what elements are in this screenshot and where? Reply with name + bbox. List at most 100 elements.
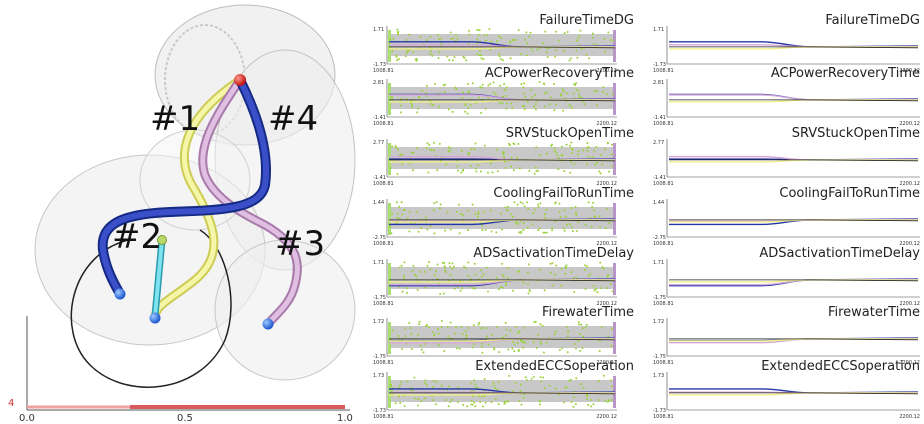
- scatter-point: [504, 88, 507, 91]
- scatter-point: [471, 203, 474, 206]
- scatter-point: [399, 111, 402, 114]
- scatter-point: [436, 277, 439, 280]
- 3d-topology-view[interactable]: #1 #2 #3 #4 4 0.0 0.5 1.0: [0, 0, 360, 424]
- panel-title: CoolingFailToRunTime: [493, 186, 634, 201]
- scatter-point: [569, 171, 572, 174]
- scatter-point: [601, 163, 604, 166]
- scatter-point: [560, 145, 563, 148]
- scatter-point: [574, 347, 577, 350]
- scatter-point: [425, 383, 428, 386]
- minimum-node-3[interactable]: [262, 318, 274, 330]
- scatter-point: [575, 82, 578, 85]
- scatter-point: [451, 59, 454, 62]
- panel-xmin: 1008.81: [653, 68, 674, 74]
- scatter-point: [564, 272, 567, 275]
- scatter-point: [561, 154, 564, 157]
- scatter-point: [477, 164, 480, 167]
- scatter-point: [433, 274, 436, 277]
- panel-title: ADSactivationTimeDelay: [473, 246, 634, 261]
- scatter-point: [489, 209, 492, 212]
- scatter-point: [506, 277, 509, 280]
- scatter-point: [426, 142, 429, 145]
- scatter-point: [496, 170, 499, 173]
- scatter-point: [467, 229, 470, 232]
- saddle-node[interactable]: [157, 235, 167, 245]
- scatter-point: [522, 222, 525, 225]
- scatter-point: [433, 232, 436, 235]
- scatter-point: [551, 284, 554, 287]
- scatter-point: [587, 404, 590, 407]
- scatter-point: [444, 271, 447, 274]
- scatter-point: [438, 142, 441, 145]
- scatter-point: [482, 273, 485, 276]
- panel-ymax: 1.44: [653, 200, 664, 206]
- scatter-point: [599, 154, 602, 157]
- scatter-point: [525, 31, 528, 34]
- minimum-node-1[interactable]: [149, 312, 161, 324]
- scatter-point: [538, 81, 541, 84]
- panel-xmax: 2200.12: [899, 360, 920, 366]
- scatter-point: [534, 320, 537, 323]
- panel-ymax: 2.81: [373, 80, 384, 86]
- scatter-point: [420, 400, 423, 403]
- root-node[interactable]: [234, 74, 246, 86]
- scatter-point: [544, 213, 547, 216]
- scatter-point: [559, 215, 562, 218]
- scatter-point: [473, 343, 476, 346]
- scatter-point: [577, 150, 580, 153]
- panel-xmin: 1008.81: [373, 68, 394, 74]
- scatter-point: [519, 390, 522, 393]
- scatter-point: [494, 398, 497, 401]
- scatter-point: [549, 262, 552, 265]
- scatter-point: [573, 291, 576, 294]
- scatter-point: [611, 165, 614, 168]
- scatter-point: [449, 400, 452, 403]
- scatter-point: [423, 382, 426, 385]
- scatter-point: [565, 325, 568, 328]
- scatter-point: [495, 276, 498, 279]
- scatter-point: [605, 93, 608, 96]
- panel-title: FirewaterTime: [542, 305, 634, 320]
- scatter-point: [592, 201, 595, 204]
- scatter-point: [427, 326, 430, 329]
- scatter-point: [542, 376, 545, 379]
- scatter-point: [490, 401, 493, 404]
- panel-ymax: 1.71: [653, 27, 664, 33]
- scatter-point: [492, 91, 495, 94]
- scatter-point: [585, 53, 588, 56]
- scatter-point: [451, 110, 454, 113]
- scatter-point: [429, 103, 432, 106]
- scatter-point: [561, 88, 564, 91]
- scatter-point: [451, 262, 454, 265]
- scatter-point: [418, 323, 421, 326]
- scatter-point: [578, 34, 581, 37]
- scatter-point: [449, 274, 452, 277]
- scatter-point: [440, 325, 443, 328]
- contour-loop: [70, 229, 232, 388]
- scatter-point: [465, 59, 468, 62]
- scatter-point: [395, 201, 398, 204]
- scatter-point: [506, 205, 509, 208]
- scatter-point: [484, 228, 487, 231]
- scatter-point: [505, 107, 508, 110]
- scatter-point: [526, 226, 529, 229]
- scatter-point: [519, 339, 522, 342]
- scatter-point: [571, 106, 574, 109]
- scatter-point: [564, 386, 567, 389]
- minimum-node-2[interactable]: [114, 288, 126, 300]
